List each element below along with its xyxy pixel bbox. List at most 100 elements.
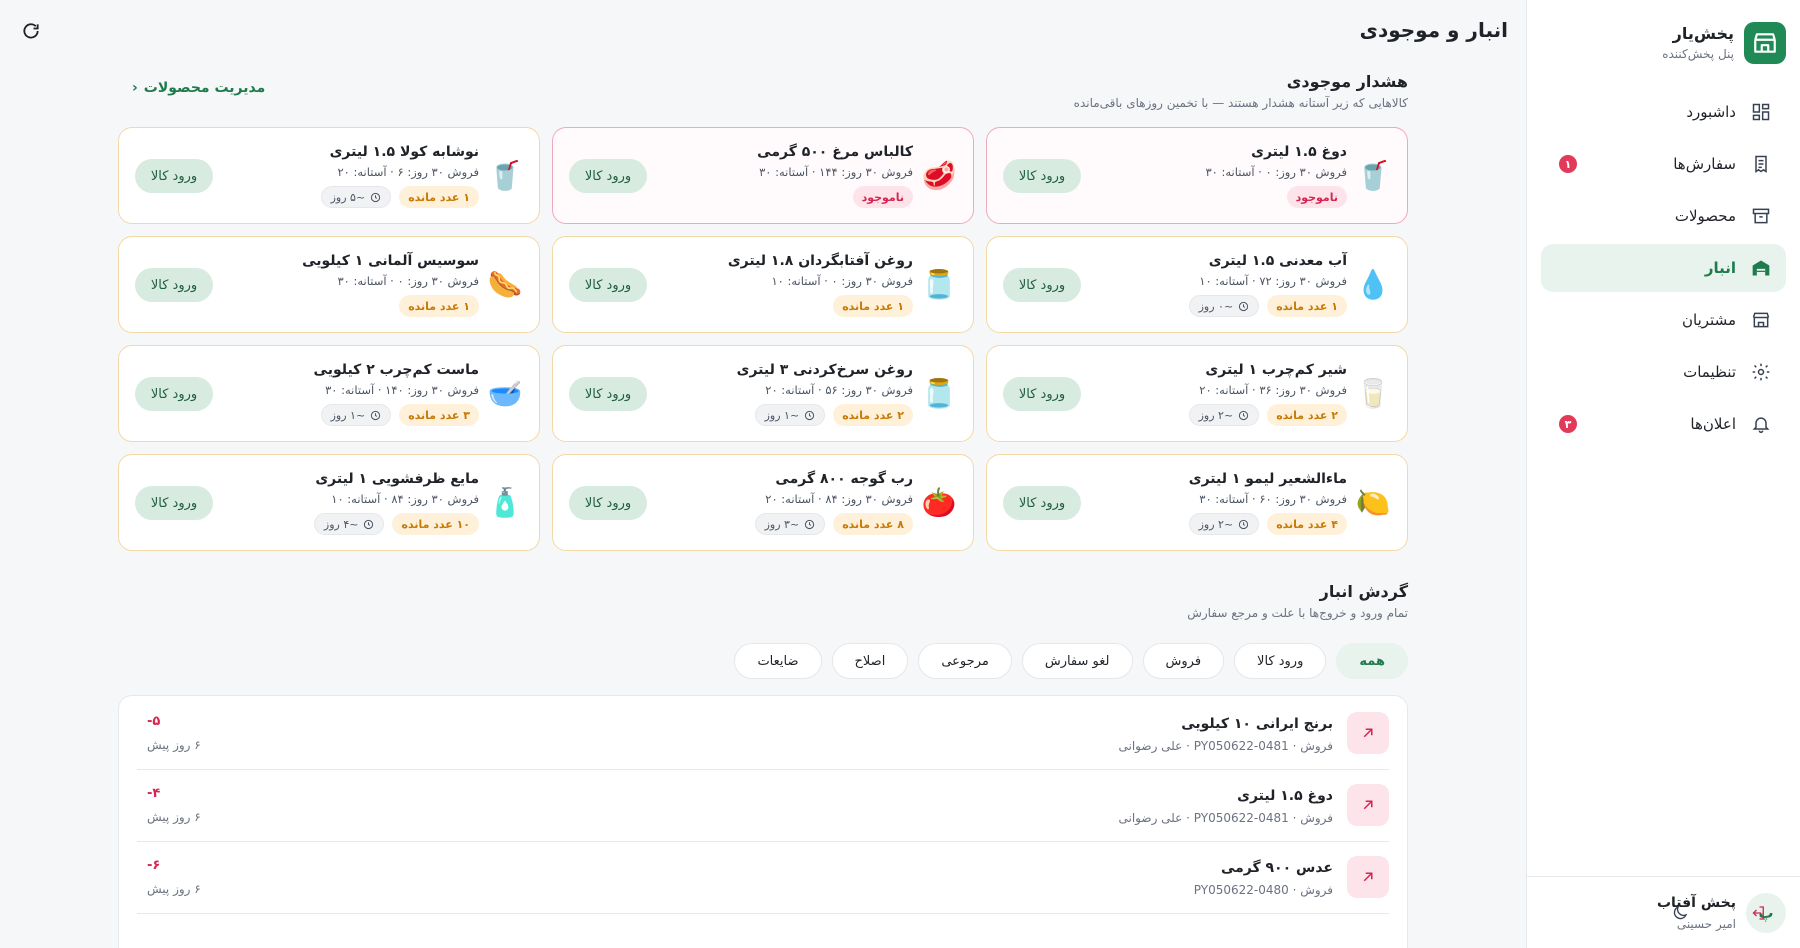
sidebar-item-notifications[interactable]: اعلان‌ها ۳ [1541,400,1786,448]
brand: پخش‌یار پنل پخش‌کننده [1541,22,1786,66]
product-name: روغن سرخ‌کردنی ۳ لیتری [736,362,913,378]
filter-chip[interactable]: اصلاح [831,643,909,679]
warehouse-icon [1750,257,1772,279]
sidebar-item-products[interactable]: محصولات [1541,192,1786,240]
stock-in-button[interactable]: ورود کالا [135,486,213,520]
sidebar-item-orders[interactable]: سفارش‌ها ۱ [1541,140,1786,188]
days-left-badge: ~۰ روز [1188,295,1260,317]
stock-in-button[interactable]: ورود کالا [135,377,213,411]
clock-icon [1238,410,1249,421]
sidebar-item-label: مشتریان [1682,311,1736,329]
product-name: سوسیس آلمانی ۱ کیلویی [302,253,479,269]
movement-row[interactable]: برنج ایرانی ۱۰ کیلویی فروش · PY050622-048… [137,698,1389,770]
dark-mode-toggle[interactable] [1666,899,1694,927]
brand-title: پخش‌یار [1672,24,1734,43]
stock-in-button[interactable]: ورود کالا [1003,377,1081,411]
movement-row[interactable]: دوغ ۱.۵ لیتری فروش · PY050622-0481 · علی … [137,770,1389,842]
stock-in-button[interactable]: ورود کالا [569,377,647,411]
logout-icon [1752,906,1764,920]
store-logo-icon [1754,33,1776,53]
gear-icon [1750,361,1772,383]
sidebar-item-warehouse[interactable]: انبار [1541,244,1786,292]
status-chips: ناموجود [1286,186,1347,208]
clock-icon [804,410,815,421]
account-panel: پ پخش آفتاب امیر حسینی [1526,876,1800,948]
days-left-badge: ~۱ روز [320,404,392,426]
stock-alert-card: 💧 آب معدنی ۱.۵ لیتری فروش ۳۰ روز: ۷۲ · آست… [986,236,1408,333]
product-name: ماست کم‌چرب ۲ کیلویی [313,362,479,378]
filter-chip[interactable]: فروش [1142,643,1225,679]
sidebar-item-label: سفارش‌ها [1673,155,1736,173]
stock-in-button[interactable]: ورود کالا [135,268,213,302]
page-title: انبار و موجودی [1359,18,1508,42]
stock-status-badge: ناموجود [1286,186,1347,208]
filter-chip[interactable]: لغو سفارش [1021,643,1133,679]
stock-in-button[interactable]: ورود کالا [1003,268,1081,302]
sidebar-item-label: اعلان‌ها [1690,415,1736,433]
product-icon: 💧 [1355,268,1391,301]
product-meta: فروش ۳۰ روز: ۷۲ · آستانه: ۱۰ [1199,274,1347,288]
movement-row[interactable]: عدس ۹۰۰ گرمی فروش · PY050622-0480 -۶ ۶ روز … [137,842,1389,914]
clock-icon [363,519,374,530]
filter-chip[interactable]: ضایعات [734,643,822,679]
stock-in-button[interactable]: ورود کالا [135,159,213,193]
filter-chip[interactable]: همه [1336,643,1408,679]
bell-icon [1750,413,1772,435]
main-content: انبار و موجودی هشدار موجودی کالاهایی که … [18,18,1508,948]
product-icon: 🥣 [487,377,523,410]
status-chips: ۲ عدد مانده ~۱ روز [754,404,913,426]
movement-quantity: -۴ [147,786,161,801]
stock-status-badge: ۴ عدد مانده [1267,513,1347,535]
stock-in-button[interactable]: ورود کالا [1003,159,1081,193]
stock-in-button[interactable]: ورود کالا [569,159,647,193]
sidebar-item-dashboard[interactable]: داشبورد [1541,88,1786,136]
stock-status-badge: ۱ عدد مانده [1267,295,1347,317]
stock-in-button[interactable]: ورود کالا [569,268,647,302]
product-name: رب گوجه ۸۰۰ گرمی [775,471,913,487]
sidebar: پخش‌یار پنل پخش‌کننده داشبورد سفارش‌ها ۱… [1526,0,1800,948]
sidebar-item-settings[interactable]: تنظیمات [1541,348,1786,396]
product-icon: 🧴 [487,486,523,519]
product-name: نوشابه کولا ۱.۵ لیتری [329,144,479,160]
filter-chip[interactable]: ورود کالا [1234,643,1327,679]
notifications-badge: ۳ [1559,415,1577,433]
product-icon: 🥤 [487,159,523,192]
movement-time: ۶ روز پیش [147,738,201,752]
product-name: کالباس مرغ ۵۰۰ گرمی [757,144,913,160]
alerts-subtitle: کالاهایی که زیر آستانه هشدار هستند — با … [1073,96,1408,110]
clock-icon [1238,301,1249,312]
sidebar-item-label: انبار [1704,259,1736,277]
stock-alert-card: 🥛 شیر کم‌چرب ۱ لیتری فروش ۳۰ روز: ۳۶ · آست… [986,345,1408,442]
manage-products-link[interactable]: مدیریت محصولات ‹ [132,80,265,96]
product-meta: فروش ۳۰ روز: ۸۴ · آستانه: ۱۰ [331,492,479,506]
movement-product: برنج ایرانی ۱۰ کیلویی [1181,716,1333,732]
movement-time: ۶ روز پیش [147,882,201,896]
product-icon: 🍋 [1355,486,1391,519]
stock-status-badge: ۱ عدد مانده [399,186,479,208]
logout-button[interactable] [1744,899,1772,927]
stock-in-button[interactable]: ورود کالا [1003,486,1081,520]
stock-alert-card: 🥣 ماست کم‌چرب ۲ کیلویی فروش ۳۰ روز: ۱۴۰ · … [118,345,540,442]
stock-status-badge: ۱۰ عدد مانده [392,513,479,535]
status-chips: ۱ عدد مانده ~۰ روز [1188,295,1347,317]
stock-alert-card: 🫙 روغن سرخ‌کردنی ۳ لیتری فروش ۳۰ روز: ۵۶ ·… [552,345,974,442]
product-name: ماءالشعیر لیمو ۱ لیتری [1188,471,1347,487]
days-left-badge: ~۴ روز [313,513,385,535]
status-chips: ۱ عدد مانده [399,295,479,317]
filter-chip[interactable]: مرجوعی [918,643,1012,679]
status-chips: ۱۰ عدد مانده ~۴ روز [313,513,479,535]
stock-alert-card: 🥤 نوشابه کولا ۱.۵ لیتری فروش ۳۰ روز: ۶ · آ… [118,127,540,224]
stock-alert-grid: 🥤 دوغ ۱.۵ لیتری فروش ۳۰ روز: ۰ · آستانه: ۳… [118,127,1408,551]
product-meta: فروش ۳۰ روز: ۱۴۴ · آستانه: ۳۰ [759,165,913,179]
status-chips: ۱ عدد مانده [833,295,913,317]
days-left-badge: ~۲ روز [1188,513,1260,535]
outgoing-arrow-icon [1347,712,1389,754]
stock-in-button[interactable]: ورود کالا [569,486,647,520]
stock-status-badge: ۱ عدد مانده [399,295,479,317]
product-name: روغن آفتابگردان ۱.۸ لیتری [727,253,913,269]
sidebar-item-customers[interactable]: مشتریان [1541,296,1786,344]
stock-alert-card: 🥤 دوغ ۱.۵ لیتری فروش ۳۰ روز: ۰ · آستانه: ۳… [986,127,1408,224]
stock-alert-card: 🍅 رب گوجه ۸۰۰ گرمی فروش ۳۰ روز: ۸۴ · آستان… [552,454,974,551]
dashboard-icon [1750,101,1772,123]
refresh-button[interactable] [18,18,44,44]
